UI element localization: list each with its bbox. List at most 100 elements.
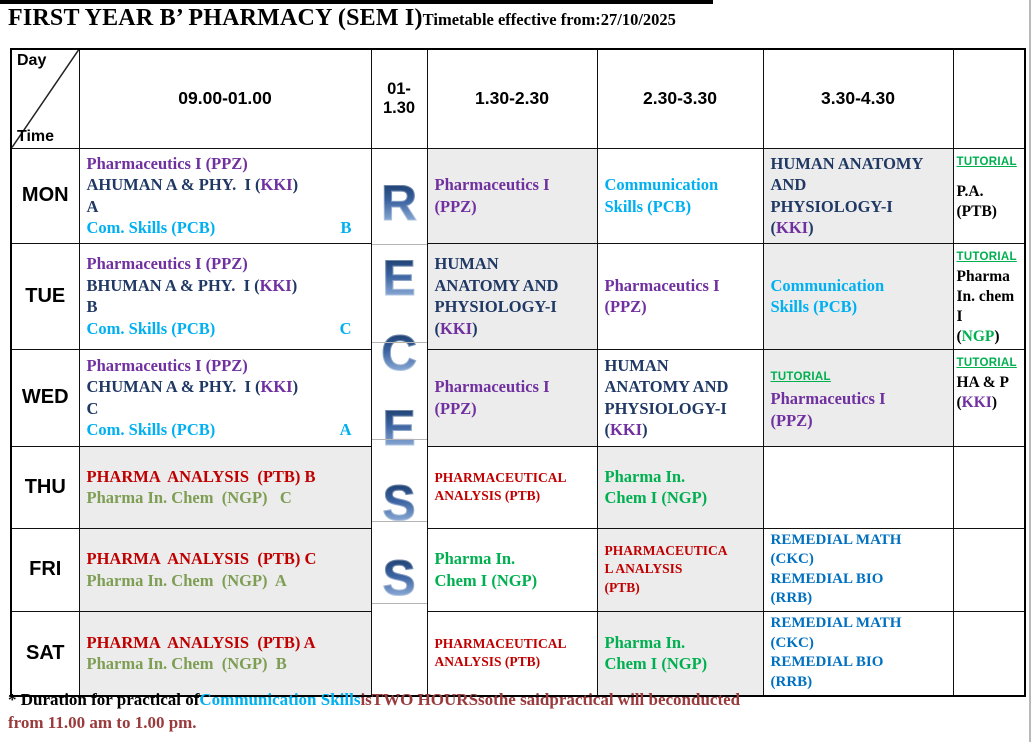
text-line: Chem I (NGP): [435, 570, 590, 592]
text-line: P.A.: [957, 182, 1022, 202]
text-line: * Duration for practical ofCommunication…: [8, 688, 928, 711]
text-segment: ): [808, 218, 814, 237]
text-segment: A: [86, 196, 99, 216]
text-segment: from 11.00 am to 1.00 pm.: [8, 713, 197, 732]
day-label-wed: WED: [10, 348, 80, 447]
cell-mon-tut: TUTORIAL P.A. (PTB): [952, 147, 1026, 244]
header-slot-morning: 09.00-01.00: [78, 48, 372, 149]
text-segment: ): [291, 275, 298, 295]
text-segment: (PPZ): [604, 297, 647, 316]
text-line: ANATOMY AND: [605, 376, 756, 398]
text-line: Pharma In.: [605, 632, 756, 654]
text-segment: ANALYSIS (PTB): [434, 654, 541, 670]
text-segment: Pharmaceutics I (PPZ): [86, 355, 248, 375]
cell-fri-p1: Pharma In. Chem I (NGP): [426, 527, 598, 612]
text-segment: KKI: [440, 318, 473, 338]
day-label-fri: FRI: [10, 527, 80, 612]
text-line: ANALYSIS (PTB): [435, 487, 590, 506]
text-line: (PPZ): [435, 398, 590, 420]
row-divider: [372, 520, 426, 522]
text-segment: Skills (PCB): [604, 196, 692, 216]
text-segment: Pharma In. Chem (NGP) C: [86, 488, 292, 507]
text-line: Pharmaceutics I: [435, 376, 590, 398]
cell-sat-p1: PHARMACEUTICAL ANALYSIS (PTB): [426, 610, 598, 697]
header-slot-2-30-3-30: 2.30-3.30: [596, 48, 764, 149]
day-label-sat: SAT: [10, 610, 80, 697]
text-segment: REMEDIAL BIO: [770, 570, 884, 587]
text-segment: AND: [770, 175, 807, 194]
text-line: Pharmaceutics I: [771, 388, 946, 410]
text-segment: KKI: [260, 377, 293, 396]
text-line: Pharmaceutics I (PPZ): [87, 153, 364, 175]
text-line: (CKC): [771, 634, 946, 654]
text-line: (PTB): [957, 202, 1022, 222]
batch-tag: C: [339, 318, 352, 338]
text-line: HA & P: [957, 373, 1022, 393]
cell-wed-p2: HUMAN ANATOMY AND PHYSIOLOGY-I (KKI): [596, 348, 764, 447]
text-segment: ): [292, 175, 299, 194]
text-segment: KKI: [259, 275, 292, 295]
text-segment: (RRB): [770, 590, 813, 606]
text-line: Skills (PCB): [605, 196, 756, 218]
recess-letter: R: [380, 174, 418, 231]
cell-tue-morning: Pharmaceutics I (PPZ) BHUMAN A & PHY. I (…: [78, 242, 372, 350]
row-mon: MON Pharmaceutics I (PPZ) AHUMAN A & PHY. …: [10, 147, 1026, 697]
text-segment: P.A.: [956, 182, 984, 200]
text-segment: PHYSIOLOGY-I: [604, 398, 727, 418]
text-segment: CHUMAN A & PHY. I (: [86, 377, 261, 396]
text-line: PHARMA ANALYSIS (PTB) C: [87, 548, 364, 570]
text-segment: (: [956, 393, 962, 411]
cell-fri-morning: PHARMA ANALYSIS (PTB) C Pharma In. Chem (…: [78, 527, 372, 612]
cell-fri-p3: REMEDIAL MATH (CKC) REMEDIAL BIO (RRB): [762, 527, 954, 612]
text-segment: Pharma In.: [434, 549, 516, 568]
text-segment: L ANALYSIS: [604, 561, 683, 577]
text-segment: Pharmaceutics I: [434, 175, 550, 194]
text-line: Pharma In.: [605, 466, 756, 488]
text-line: Skills (PCB): [771, 296, 946, 318]
text-line: from 11.00 am to 1.00 pm.: [8, 711, 928, 734]
cell-sat-p2: Pharma In. Chem I (NGP): [596, 610, 764, 697]
text-line: PHYSIOLOGY-I: [771, 196, 946, 218]
text-segment: Skills (PCB): [770, 297, 858, 316]
text-line: TUTORIAL: [957, 352, 1022, 373]
row-divider: [372, 602, 426, 604]
text-segment: PHARMACEUTICAL: [434, 635, 567, 651]
row-thu: THU PHARMA ANALYSIS (PTB) B Pharma In. Che…: [10, 445, 1026, 529]
title-bar: FIRST YEAR B’ PHARMACY (SEM I) Timetable …: [8, 5, 676, 32]
text-segment: ANATOMY AND: [434, 275, 559, 295]
text-line: BHUMAN A & PHY. I (KKI): [87, 275, 364, 297]
cell-sat-tut: [952, 610, 1026, 697]
text-line: (KKI): [435, 318, 590, 340]
text-segment: Communication Skills: [199, 690, 361, 709]
corner-day-label: Day: [17, 52, 47, 69]
text-segment: KKI: [961, 393, 992, 411]
text-line: (RRB): [771, 673, 946, 693]
text-line: REMEDIAL MATH: [771, 614, 946, 634]
diagonal-divider: [12, 50, 78, 147]
header-row: Day Time 09.00-01.00 01-1.30 1.30-2.30 2…: [10, 48, 1026, 149]
cell-fri-tut: [952, 527, 1026, 612]
text-segment: Pharmaceutics I (PPZ): [86, 153, 248, 173]
cell-wed-tut: TUTORIAL HA & P (KKI): [952, 348, 1026, 447]
cell-wed-p3: TUTORIAL Pharmaceutics I (PPZ): [762, 348, 954, 447]
text-segment: (PPZ): [770, 410, 813, 430]
day-label-mon: MON: [10, 147, 80, 244]
text-segment: Pharma In. Chem (NGP) A: [86, 570, 287, 590]
text-segment: ANALYSIS (PTB): [434, 488, 541, 503]
cell-tue-tut: TUTORIAL Pharma In. chem I (NGP): [952, 242, 1026, 350]
text-line: Pharmaceutics I (PPZ): [87, 253, 364, 275]
text-line: (RRB): [771, 589, 946, 609]
text-segment: Chem I (NGP): [604, 654, 708, 674]
recess-letter: E: [382, 399, 416, 456]
text-segment: Communication: [770, 275, 885, 295]
text-segment: KKI: [260, 175, 293, 194]
cell-thu-p1: PHARMACEUTICAL ANALYSIS (PTB): [426, 445, 598, 529]
cell-thu-morning: PHARMA ANALYSIS (PTB) B Pharma In. Chem (…: [78, 445, 372, 529]
text-segment: Communication: [604, 175, 719, 194]
text-segment: Pharmaceutics I (PPZ): [86, 254, 248, 273]
text-segment: isTWO HOURSsothe saidpractical will beco…: [360, 690, 741, 709]
text-line: I: [957, 307, 1022, 327]
footnote: * Duration for practical ofCommunication…: [8, 688, 928, 734]
effective-date-note: Timetable effective from:27/10/2025: [422, 10, 676, 29]
text-segment: Com. Skills (PCB): [86, 318, 216, 338]
